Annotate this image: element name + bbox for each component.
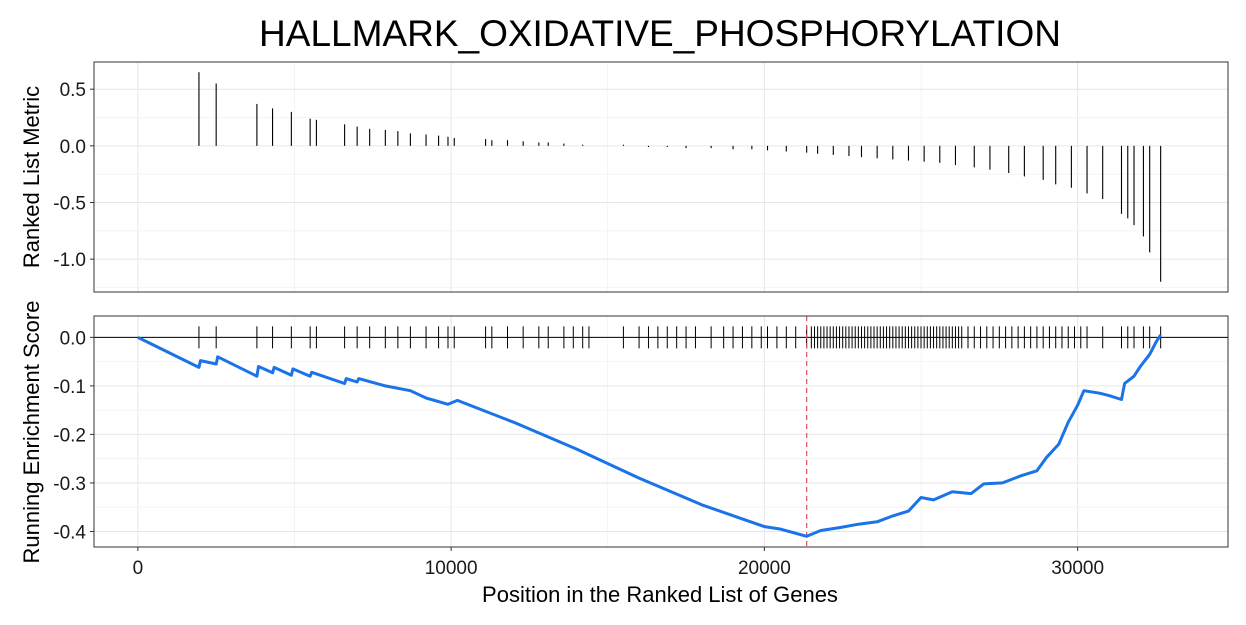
- x-tick-label: 10000: [425, 558, 478, 579]
- ranked-metric-grid: [94, 62, 1228, 292]
- ranked-metric-bars: [198, 72, 1162, 282]
- gene-hit-marks: [198, 326, 1162, 349]
- ranked-metric-y-axis: 0.5 0.0 -0.5 -1.0: [53, 80, 94, 271]
- enrichment-score-y-axis: 0.0 -0.1 -0.2 -0.3 -0.4: [53, 328, 94, 543]
- y-tick-label: 0.0: [60, 328, 86, 349]
- ranked-metric-frame: [93, 61, 1229, 293]
- ranked-metric-y-title: Ranked List Metric: [19, 86, 44, 268]
- y-tick-label: 0.5: [60, 80, 86, 101]
- x-tick-label: 20000: [738, 558, 791, 579]
- y-tick-label: 0.0: [60, 137, 86, 158]
- y-tick-label: -0.4: [53, 522, 86, 543]
- enrichment-score-grid: [94, 316, 1228, 547]
- x-axis-title: Position in the Ranked List of Genes: [482, 582, 838, 607]
- y-tick-label: -1.0: [53, 250, 86, 271]
- ranked-metric-panel: 0.5 0.0 -0.5 -1.0 Ranked List Metric: [19, 61, 1229, 293]
- y-tick-label: -0.3: [53, 474, 86, 495]
- x-tick-label: 30000: [1051, 558, 1104, 579]
- running-enrichment-line: [137, 334, 1162, 538]
- enrichment-score-frame: [93, 315, 1229, 548]
- x-tick-label: 0: [133, 558, 144, 579]
- y-tick-label: -0.2: [53, 425, 86, 446]
- enrichment-score-y-title: Running Enrichment Score: [19, 301, 44, 564]
- y-tick-label: -0.5: [53, 193, 86, 214]
- chart-title: HALLMARK_OXIDATIVE_PHOSPHORYLATION: [259, 13, 1061, 54]
- x-axis: 0 10000 20000 30000: [133, 547, 1104, 579]
- y-tick-label: -0.1: [53, 377, 86, 398]
- enrichment-score-panel: 0.0 -0.1 -0.2 -0.3 -0.4 Running Enrichment S…: [19, 301, 1229, 564]
